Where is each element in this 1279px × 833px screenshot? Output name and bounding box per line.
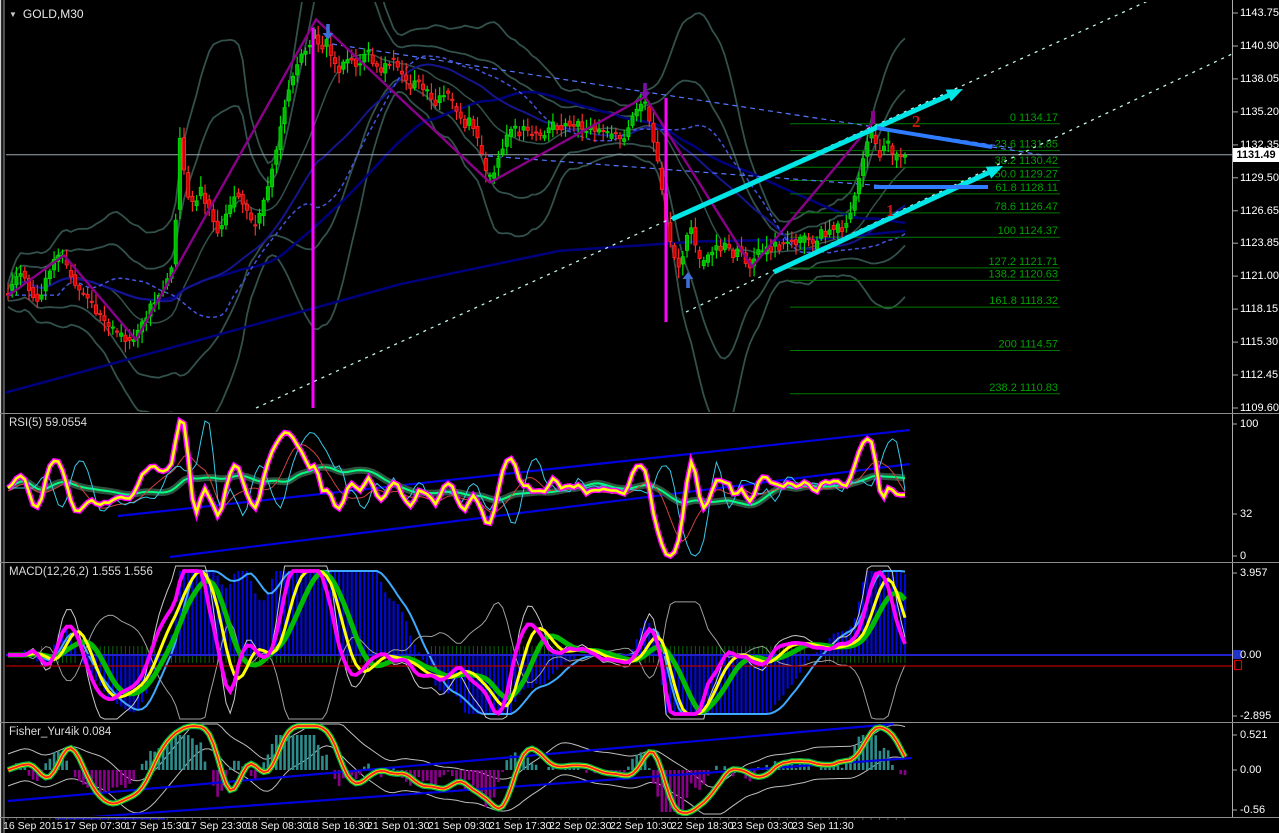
panel-divider[interactable]: [0, 562, 1279, 563]
macd-axis-label: 3.957: [1240, 567, 1268, 579]
time-axis-label: 22 Sep 10:30: [610, 820, 673, 832]
price-axis-label: 1115.30: [1240, 336, 1279, 348]
macd-axis-label: 0.00: [1240, 649, 1262, 661]
panel-divider[interactable]: [0, 817, 1279, 818]
time-axis-label: 21 Sep 09:30: [428, 820, 491, 832]
fib-label: 138.2 1120.63: [988, 268, 1058, 280]
fib-label: 161.8 1118.32: [989, 295, 1058, 307]
fib-label: 200 1114.57: [998, 339, 1058, 351]
price-axis-label: 1118.15: [1240, 303, 1279, 315]
price-axis-label: 1112.45: [1240, 369, 1279, 381]
fib-label: 0 1134.17: [1010, 112, 1058, 124]
fib-label: 78.6 1126.47: [995, 201, 1058, 213]
price-axis-label: 1143.75: [1240, 7, 1279, 19]
panel-divider[interactable]: [0, 722, 1279, 723]
time-axis-label: 17 Sep 23:30: [185, 820, 248, 832]
time-axis-label: 23 Sep 03:30: [731, 820, 794, 832]
price-axis-label: 1138.05: [1240, 73, 1279, 85]
fib-label: 100 1124.37: [998, 225, 1058, 237]
symbol-timeframe-label[interactable]: ▼ GOLD,M30: [9, 7, 84, 21]
time-axis-label: 18 Sep 16:30: [307, 820, 370, 832]
fib-label: 38.2 1130.42: [995, 155, 1058, 167]
fib-label: 61.8 1128.11: [995, 182, 1058, 194]
fib-label: 238.2 1110.83: [989, 382, 1058, 394]
fib-label: 50.0 1129.27: [995, 169, 1058, 181]
price-axis-label: 1109.60: [1240, 402, 1279, 414]
time-axis-label: 18 Sep 08:30: [246, 820, 309, 832]
current-price-tag: 1131.49: [1233, 148, 1279, 162]
time-axis-label: 23 Sep 11:30: [792, 820, 854, 832]
time-axis-label: 21 Sep 17:30: [489, 820, 552, 832]
time-axis-label: 17 Sep 15:30: [125, 820, 188, 832]
fisher-axis-label: -0.56: [1240, 804, 1266, 816]
time-axis-label: 22 Sep 18:30: [671, 820, 734, 832]
macd-indicator-label: MACD(12,26,2) 1.555 1.556: [9, 566, 153, 578]
time-axis-label: 16 Sep 2015: [3, 820, 63, 832]
fisher-indicator-label: Fisher_Yur4ik 0.084: [9, 726, 112, 738]
price-axis-label: 1140.90: [1240, 40, 1279, 52]
panel-divider[interactable]: [0, 413, 1279, 414]
fisher-axis-label: 0.00: [1240, 764, 1262, 776]
rsi-axis-label: 32: [1240, 508, 1253, 520]
price-axis-label: 1123.85: [1240, 237, 1279, 249]
time-axis-label: 17 Sep 07:30: [64, 820, 127, 832]
wave-count-label: 1: [886, 201, 895, 220]
time-axis-label: 21 Sep 01:30: [367, 820, 430, 832]
time-axis-label: 22 Sep 02:30: [549, 820, 612, 832]
dropdown-arrow-icon: ▼: [9, 9, 17, 19]
fib-label: 127.2 1121.71: [988, 256, 1058, 268]
fisher-axis-label: 0.521: [1240, 729, 1268, 741]
macd-axis-label: -2.895: [1240, 710, 1272, 722]
wave-count-label: 2: [912, 112, 921, 131]
price-axis-label: 1129.50: [1240, 172, 1279, 184]
price-axis-label: 1126.65: [1240, 205, 1279, 217]
price-axis-label: 1135.20: [1240, 106, 1279, 118]
rsi-indicator-label: RSI(5) 59.0554: [9, 417, 87, 429]
rsi-axis-label: 0: [1240, 550, 1247, 562]
window-left-border: [0, 0, 6, 833]
price-axis-label: 1121.00: [1240, 270, 1279, 282]
symbol-label-text: GOLD,M30: [22, 7, 84, 21]
rsi-axis-label: 100: [1240, 418, 1259, 430]
